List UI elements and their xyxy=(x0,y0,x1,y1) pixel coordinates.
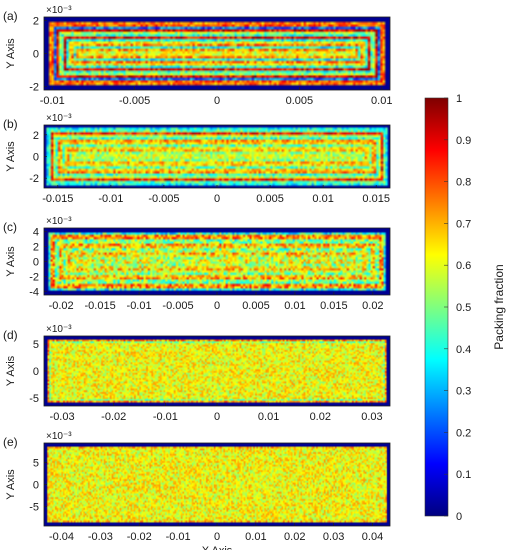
x-tick-label: 0.015 xyxy=(320,300,348,312)
x-tick-label: -0.02 xyxy=(49,300,74,312)
x-tick-label: 0 xyxy=(214,193,220,205)
y-tick-label: 5 xyxy=(33,458,39,470)
x-tick-label: -0.03 xyxy=(50,411,75,423)
x-tick-label: -0.02 xyxy=(127,531,152,543)
panel-d: -0.03 -0.02 -0.01 0 0.01 0.02 0.03 -5 0 5 ×10⁻³ (d)… xyxy=(3,324,391,423)
x-tick-label: -0.015 xyxy=(85,300,116,312)
panel-c: -0.02 -0.015 -0.01 -0.005 0 0.005 0.01 0.015 0.0… xyxy=(3,216,391,312)
panel-label: (a) xyxy=(3,9,18,23)
panel-b: -0.015 -0.01 -0.005 0 0.005 0.01 0.015 -2 0 2 ×10⁻… xyxy=(3,113,391,205)
x-tick-label: -0.03 xyxy=(88,531,113,543)
colorbar-tick-label: 0.9 xyxy=(456,135,471,147)
x-tick-label: 0.03 xyxy=(361,411,382,423)
packing-heatmap xyxy=(44,125,390,188)
x-tick-label: -0.01 xyxy=(166,531,191,543)
x-tick-label: 0.01 xyxy=(312,193,333,205)
x-tick-label: -0.01 xyxy=(98,193,123,205)
packing-heatmap xyxy=(44,228,390,295)
x-tick-label: -0.005 xyxy=(162,300,193,312)
x-tick-label: -0.01 xyxy=(127,300,152,312)
y-exponent-label: ×10⁻³ xyxy=(46,113,72,124)
x-tick-label: 0 xyxy=(214,95,220,107)
y-tick-label: 0 xyxy=(33,257,39,269)
x-tick-label: -0.01 xyxy=(40,95,65,107)
y-axis-label: Y Axis xyxy=(5,355,17,386)
y-tick-label: 2 xyxy=(33,130,39,142)
packing-heatmap xyxy=(44,17,390,90)
packing-heatmap xyxy=(44,443,390,526)
x-tick-label: 0.02 xyxy=(310,411,331,423)
panel-label: (e) xyxy=(3,435,18,449)
colorbar: 0 0.1 0.2 0.3 0.4 0.5 0.6 0.7 0.8 0.9 1 Packing fr… xyxy=(424,93,506,523)
x-tick-label: 0.01 xyxy=(245,531,266,543)
panel-label: (c) xyxy=(3,220,17,234)
y-tick-label: -5 xyxy=(29,501,39,513)
y-tick-label: -2 xyxy=(29,271,39,283)
panel-label: (d) xyxy=(3,328,18,342)
x-tick-label: -0.015 xyxy=(42,193,73,205)
x-tick-label: 0 xyxy=(214,531,220,543)
packing-heatmap xyxy=(44,336,390,406)
x-tick-label: 0.01 xyxy=(258,411,279,423)
y-axis-label: Y Axis xyxy=(5,38,17,69)
x-tick-label: -0.005 xyxy=(119,95,150,107)
y-tick-label: 0 xyxy=(33,366,39,378)
y-axis-label: Y Axis xyxy=(5,246,17,277)
y-exponent-label: ×10⁻³ xyxy=(46,216,72,227)
panel-e: -0.04 -0.03 -0.02 -0.01 0 0.01 0.02 0.03 0.04 -5 0… xyxy=(3,431,391,550)
colorbar-tick-label: 0 xyxy=(456,511,462,523)
colorbar-tick-label: 0.7 xyxy=(456,218,471,230)
y-tick-label: -2 xyxy=(29,82,39,94)
x-tick-label: 0.03 xyxy=(323,531,344,543)
x-axis-label: X Axis xyxy=(202,545,233,550)
colorbar-tick-label: 0.5 xyxy=(456,302,471,314)
x-tick-label: 0.005 xyxy=(286,95,314,107)
colorbar-tick-label: 0.4 xyxy=(456,344,471,356)
x-tick-label: 0 xyxy=(214,300,220,312)
colorbar-tick-label: 0.2 xyxy=(456,427,471,439)
panel-label: (b) xyxy=(3,117,18,131)
colorbar-tick-label: 0.1 xyxy=(456,469,471,481)
y-exponent-label: ×10⁻³ xyxy=(46,431,72,442)
y-tick-label: 0 xyxy=(33,480,39,492)
y-tick-label: -5 xyxy=(29,393,39,405)
x-tick-label: -0.01 xyxy=(153,411,178,423)
colorbar-tick-label: 0.8 xyxy=(456,177,471,189)
colorbar-label: Packing fraction xyxy=(492,264,506,349)
y-tick-label: 0 xyxy=(33,49,39,61)
x-tick-label: 0.01 xyxy=(371,95,392,107)
x-tick-label: 0.005 xyxy=(242,300,270,312)
y-tick-label: 5 xyxy=(33,339,39,351)
y-exponent-label: ×10⁻³ xyxy=(46,324,72,335)
x-tick-label: -0.02 xyxy=(101,411,126,423)
y-tick-label: 2 xyxy=(33,242,39,254)
y-axis-label: Y Axis xyxy=(5,141,17,172)
x-tick-label: -0.04 xyxy=(49,531,74,543)
y-tick-label: -2 xyxy=(29,173,39,185)
x-tick-label: 0.005 xyxy=(256,193,284,205)
y-axis-label: Y Axis xyxy=(5,469,17,500)
y-tick-label: 0 xyxy=(33,152,39,164)
x-tick-label: 0.01 xyxy=(284,300,305,312)
x-tick-label: 0.02 xyxy=(284,531,305,543)
x-tick-label: 0 xyxy=(214,411,220,423)
x-tick-label: 0.015 xyxy=(362,193,390,205)
colorbar-tick-label: 1 xyxy=(456,93,462,105)
y-exponent-label: ×10⁻³ xyxy=(46,5,72,16)
x-tick-label: -0.005 xyxy=(148,193,179,205)
y-tick-label: -4 xyxy=(29,286,39,298)
y-tick-label: 2 xyxy=(33,15,39,27)
y-tick-label: 4 xyxy=(33,227,39,239)
colorbar-tick-label: 0.3 xyxy=(456,386,471,398)
panel-a: -0.01 -0.005 0 0.005 0.01 -2 0 2 ×10⁻³ (a) Y Axis xyxy=(3,5,392,107)
x-tick-label: 0.02 xyxy=(362,300,383,312)
x-tick-label: 0.04 xyxy=(362,531,383,543)
colorbar-tick-label: 0.6 xyxy=(456,260,471,272)
